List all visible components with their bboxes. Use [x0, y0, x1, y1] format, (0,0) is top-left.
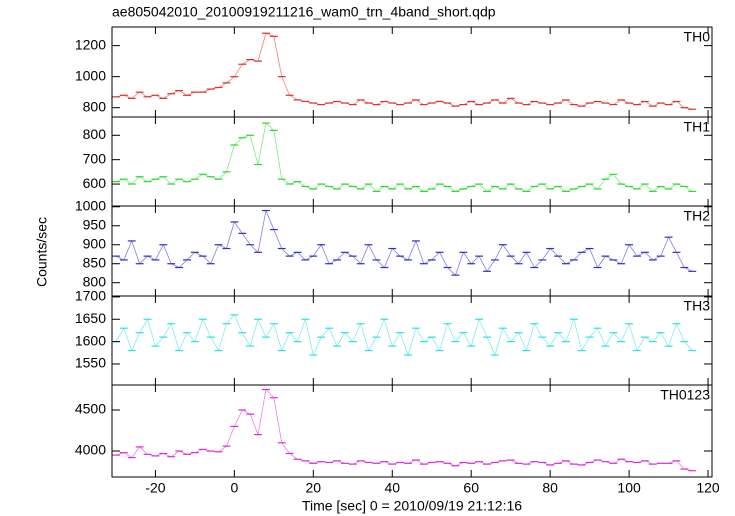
panel-label: TH0	[684, 29, 711, 45]
panel-frame	[111, 116, 713, 207]
y-tick-label: 800	[83, 98, 107, 114]
series-line	[115, 209, 693, 276]
chart-title: ae805042010_20100919211216_wam0_trn_4ban…	[112, 4, 496, 20]
x-tick-label: -20	[145, 480, 165, 496]
y-tick-label: 800	[83, 273, 107, 289]
x-tick-label: 40	[384, 480, 400, 496]
panel-label: TH2	[684, 208, 711, 224]
x-tick-label: 100	[617, 480, 641, 496]
y-tick-label: 1650	[75, 310, 106, 326]
y-tick-label: 850	[83, 254, 107, 270]
panel-label: TH1	[684, 119, 711, 135]
panel-label: TH3	[684, 298, 711, 314]
x-tick-label: 60	[463, 480, 479, 496]
y-tick-label: 1700	[75, 288, 106, 304]
x-tick-label: 120	[696, 480, 720, 496]
y-tick-label: 1000	[75, 197, 106, 213]
panel-label: TH0123	[660, 387, 710, 403]
x-axis-label: Time [sec] 0 = 2010/09/19 21:12:16	[302, 498, 522, 514]
x-tick-label: 0	[230, 480, 238, 496]
series-line	[115, 32, 693, 110]
y-tick-label: 700	[83, 150, 107, 166]
y-tick-label: 1000	[75, 67, 106, 83]
y-tick-label: 600	[83, 175, 107, 191]
x-tick-label: 20	[306, 480, 322, 496]
y-tick-label: 900	[83, 235, 107, 251]
y-tick-label: 4000	[75, 442, 106, 458]
y-tick-label: 950	[83, 216, 107, 232]
panel-frame	[111, 384, 713, 478]
y-tick-label: 800	[83, 126, 107, 142]
series-line	[115, 122, 693, 192]
y-tick-label: 1550	[75, 355, 106, 371]
y-axis-label: Counts/sec	[34, 217, 50, 287]
series-line	[115, 388, 693, 472]
x-tick-label: 80	[542, 480, 558, 496]
y-tick-label: 4500	[75, 401, 106, 417]
series-line	[115, 314, 693, 357]
y-tick-label: 1200	[75, 36, 106, 52]
y-tick-label: 1600	[75, 332, 106, 348]
